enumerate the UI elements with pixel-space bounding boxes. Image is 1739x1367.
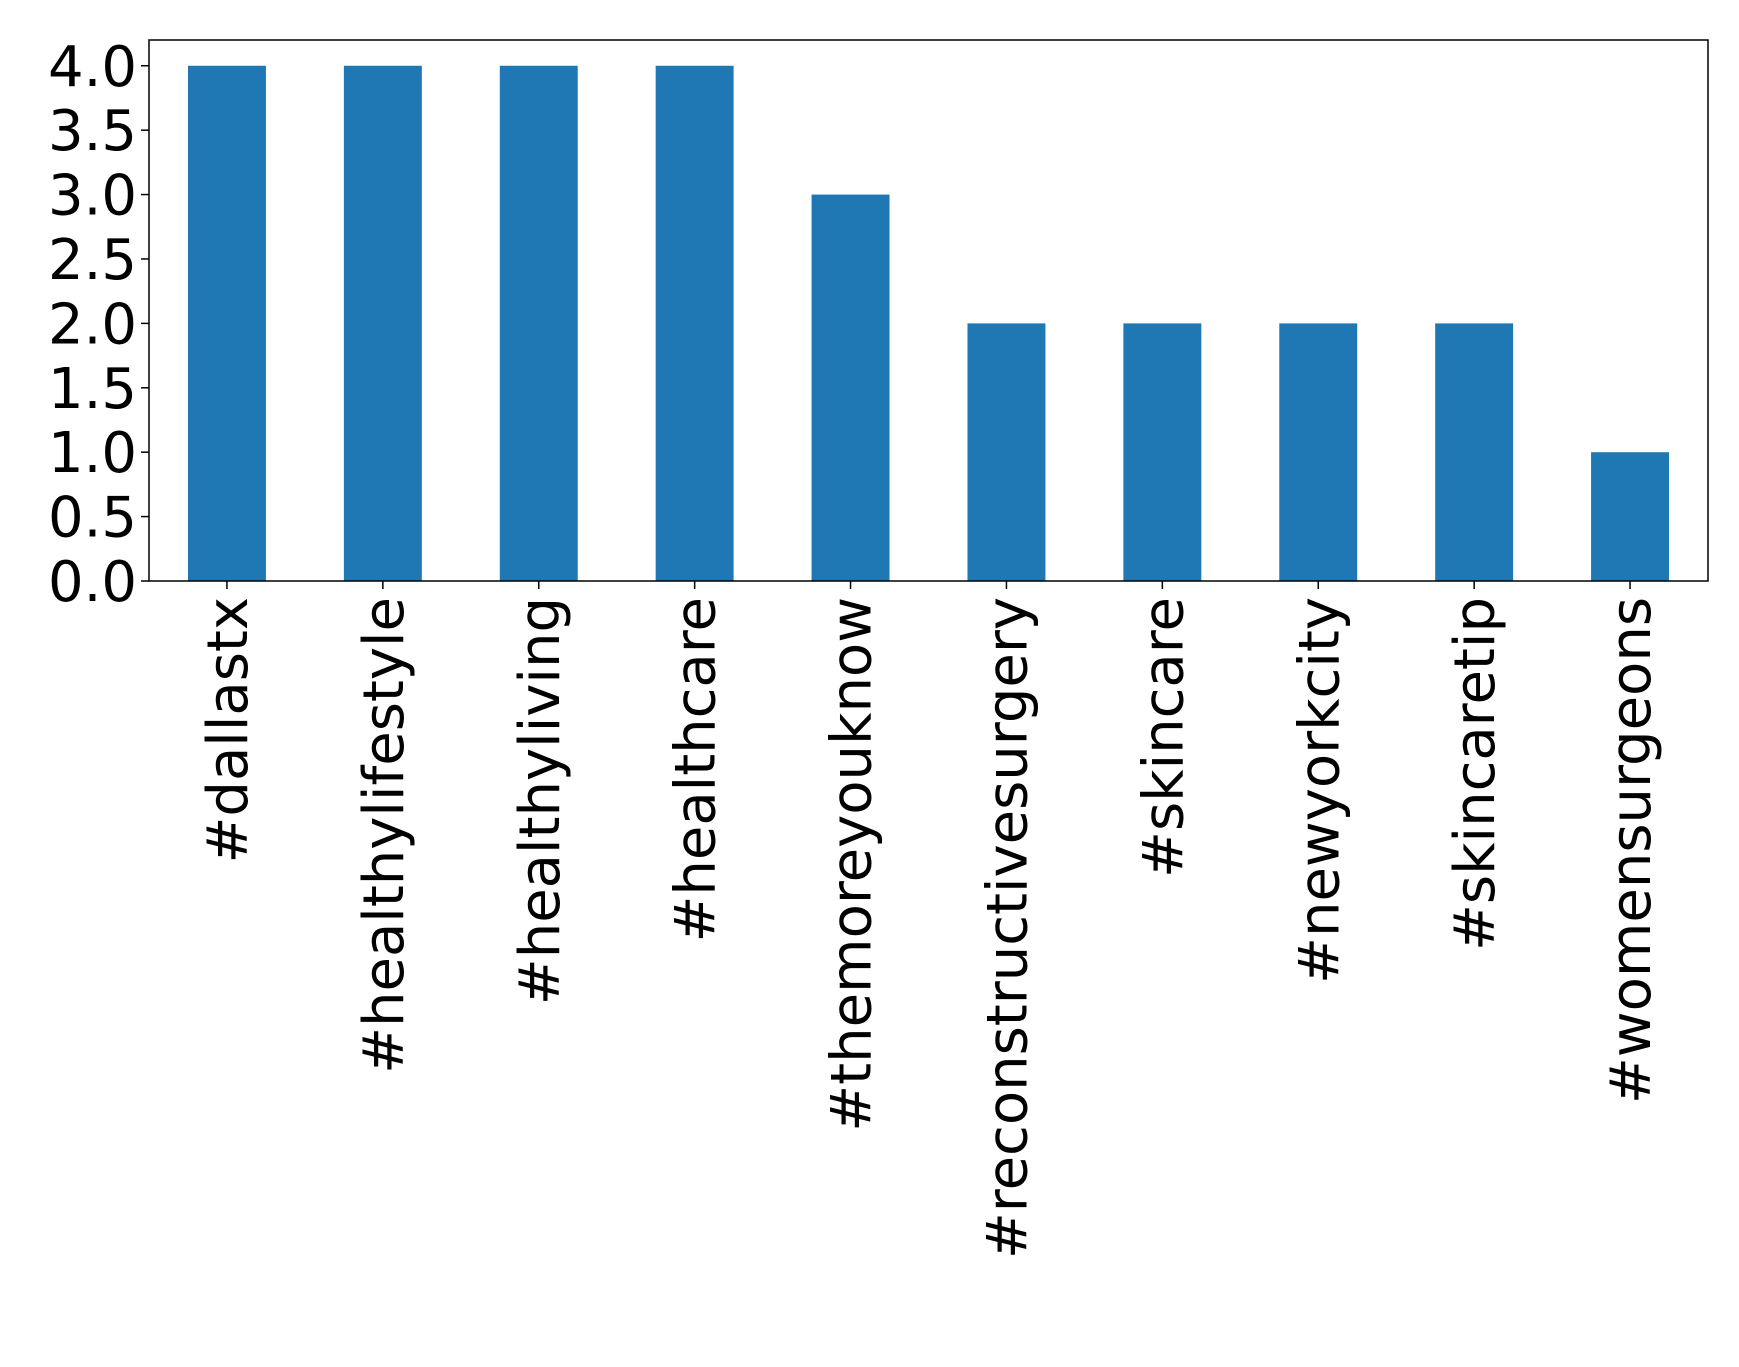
bar xyxy=(499,65,578,581)
y-tick-label: 0.5 xyxy=(48,486,137,551)
x-tick-label: #healthcare xyxy=(664,597,729,943)
bar xyxy=(1591,452,1670,581)
x-tick-label: #womensurgeons xyxy=(1599,597,1664,1104)
y-tick-label: 1.0 xyxy=(48,421,137,486)
y-tick-label: 2.5 xyxy=(48,228,137,293)
x-tick-label: #skincaretip xyxy=(1443,597,1508,951)
x-tick-label: #themoreyouknow xyxy=(820,597,885,1132)
x-tick-label: #reconstructivesurgery xyxy=(975,597,1040,1259)
plot-frame xyxy=(148,39,1709,582)
bar xyxy=(343,65,422,581)
bar xyxy=(655,65,734,581)
y-tick-label: 3.5 xyxy=(48,99,137,164)
bar xyxy=(1279,323,1358,581)
y-tick-label: 0.0 xyxy=(48,550,137,615)
x-tick-label: #healthylifestyle xyxy=(352,597,417,1074)
x-tick-label: #newyorkcity xyxy=(1287,597,1352,984)
x-tick-label: #dallastx xyxy=(196,597,261,864)
bar xyxy=(1435,323,1514,581)
x-tick-label: #healthyliving xyxy=(508,597,573,1005)
bar xyxy=(811,194,890,582)
y-tick-label: 1.5 xyxy=(48,357,137,422)
y-tick-label: 4.0 xyxy=(48,35,137,100)
bar xyxy=(1123,323,1202,581)
x-tick-label: #skincare xyxy=(1131,597,1196,878)
y-tick-label: 3.0 xyxy=(48,164,137,229)
y-tick-label: 2.0 xyxy=(48,292,137,357)
bar xyxy=(967,323,1046,581)
bar xyxy=(187,65,266,581)
